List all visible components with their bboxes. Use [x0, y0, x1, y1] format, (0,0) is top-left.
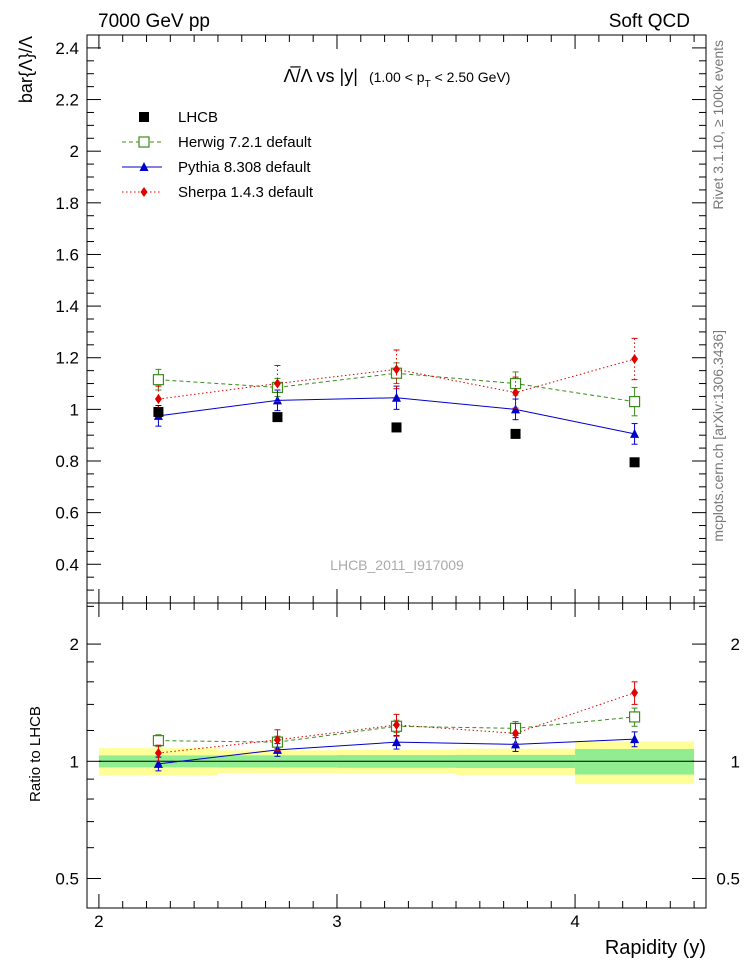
series-3-point [154, 394, 162, 405]
series-3-ratio-point [154, 748, 162, 759]
y-tick-label: 0.8 [55, 452, 79, 471]
series-3-ratio-line [158, 692, 635, 754]
ratio-tick-label-left: 1 [70, 752, 79, 771]
ratio-tick-label-right: 1 [731, 752, 740, 771]
chart-title: Λ̅/Λ vs |y| (1.00 < pT < 2.50 GeV) [284, 66, 511, 90]
header-left: 7000 GeV pp [98, 11, 210, 32]
series-2-point [511, 404, 521, 414]
y-tick-label: 2.4 [55, 39, 79, 58]
series-2-ratio-point [630, 734, 640, 744]
y-tick-label: 1.2 [55, 349, 79, 368]
ratio-tick-label-right: 0.5 [716, 870, 740, 889]
chart-title-main: Λ̅/Λ vs |y| [284, 66, 358, 86]
y-tick-label: 1.4 [55, 297, 79, 316]
series-3-line [158, 358, 635, 400]
x-tick-label: 3 [332, 912, 341, 931]
y-tick-label: 2.2 [55, 91, 79, 110]
series-3-point [273, 378, 281, 389]
ratio-y-axis-label: Ratio to LHCB [27, 706, 44, 802]
series-1-ratio-point [152, 735, 165, 747]
series-1-point [509, 377, 522, 390]
side-source-label: mcplots.cern.ch [arXiv:1306.3436] [710, 330, 726, 542]
legend-marker [139, 112, 149, 122]
y-tick-label: 0.4 [55, 555, 79, 574]
series-3-point [512, 387, 520, 398]
series-3-point [393, 364, 400, 375]
y-tick-label: 1.6 [55, 245, 79, 264]
series-2-ratio-point [153, 758, 163, 768]
series-1-ratio-point [628, 711, 641, 723]
data-point [153, 406, 164, 417]
series-3-ratio-point [393, 719, 400, 730]
series-3-ratio-point [631, 687, 639, 698]
ratio-tick-label-right: 2 [731, 635, 740, 654]
data-point [629, 457, 640, 468]
chart-title-sub-t: T [425, 79, 431, 90]
data-point [272, 412, 283, 423]
ratio-panel: 2 3 4 0.5 0.5 1 1 2 2 Ratio to LHCB Rapidity (y) [27, 602, 740, 959]
chart-title-sub-end: < 2.50 GeV) [431, 69, 511, 85]
series-2-ratio-point [392, 737, 401, 747]
y-tick-label: 1.8 [55, 194, 79, 213]
main-panel: 0.4 0.6 0.8 1 1.2 1.4 1.6 1.8 2 2.2 2.4 Λ̅/Λ vs |y… [16, 34, 707, 604]
y-tick-label: 1 [70, 400, 79, 419]
series-3-ratio-point [273, 734, 281, 745]
legend-marker [139, 162, 149, 171]
series-2-point [630, 428, 640, 438]
data-point [510, 428, 521, 439]
legend-label: Pythia 8.308 default [178, 159, 311, 176]
series-1-point [628, 396, 641, 408]
data-point [391, 422, 402, 433]
y-tick-label: 0.6 [55, 504, 79, 523]
x-tick-label: 4 [570, 912, 579, 931]
series-2-point [392, 392, 401, 402]
series-3-ratio-point [512, 728, 520, 739]
legend-label: Sherpa 1.4.3 default [178, 184, 314, 201]
x-axis-label: Rapidity (y) [605, 937, 706, 959]
header-right: Soft QCD [609, 11, 690, 32]
side-rivet-label: Rivet 3.1.10, ≥ 100k events [710, 40, 726, 210]
legend-marker [140, 187, 148, 197]
ratio-tick-label-left: 0.5 [55, 870, 79, 889]
legend-label: Herwig 7.2.1 default [178, 134, 312, 151]
x-tick-label: 2 [94, 912, 103, 931]
watermark: LHCB_2011_I917009 [330, 557, 464, 573]
ratio-tick-label-left: 2 [70, 635, 79, 654]
series-1-point [152, 374, 165, 386]
y-tick-label: 2 [70, 142, 79, 161]
y-axis-label: bar{Λ}/Λ [16, 36, 36, 103]
chart-title-sub: (1.00 < p [369, 69, 425, 85]
legend-label: LHCB [178, 109, 218, 126]
legend: LHCB Herwig 7.2.1 default Pythia 8.308 def… [122, 109, 314, 201]
ratio-frame [86, 602, 707, 909]
legend-marker [138, 136, 150, 148]
series-3-point [631, 354, 639, 365]
